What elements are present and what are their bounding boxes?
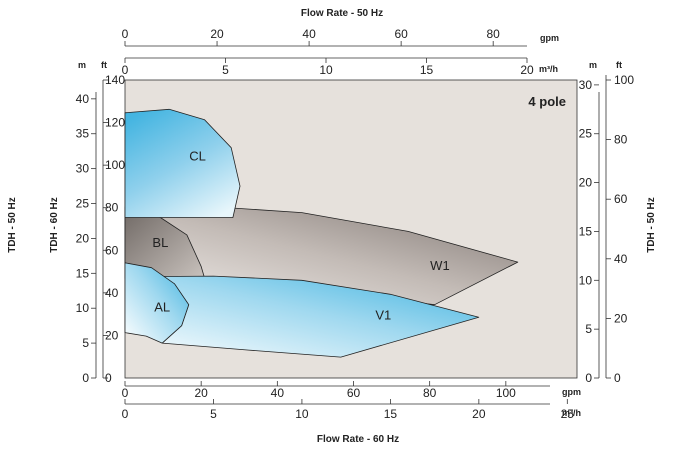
left-m-tick-label: 15 [76, 266, 90, 280]
bottom-m3h-tick-label: 0 [122, 407, 129, 421]
left-ft-tick-label: 40 [105, 286, 119, 300]
bottom-m3h-tick-label: 15 [384, 407, 398, 421]
right-m-tick-label: 25 [579, 127, 593, 141]
left-ft-tick-label: 60 [105, 243, 119, 257]
bottom-gpm-tick-label: 100 [496, 386, 516, 400]
right-m-tick-label: 15 [579, 224, 593, 238]
right-m-tick-label: 5 [585, 322, 592, 336]
left-m-tick-label: 30 [76, 162, 90, 176]
series-label-v1: V1 [375, 307, 391, 322]
bottom-m3h-tick-label: 25 [561, 407, 575, 421]
right-m-unit: m [589, 60, 597, 70]
left-axis-title-inner: TDH - 60 Hz [49, 197, 60, 253]
left-m-tick-label: 0 [82, 371, 89, 385]
right-ft-tick-label: 80 [614, 133, 628, 147]
top-gpm-unit: gpm [540, 33, 559, 43]
right-m-tick-label: 10 [579, 273, 593, 287]
top-gpm-tick-label: 40 [302, 27, 316, 41]
right-ft-tick-label: 100 [614, 73, 634, 87]
series-label-al: AL [154, 300, 170, 315]
left-ft-unit: ft [101, 60, 107, 70]
top-gpm-tick-label: 20 [210, 27, 224, 41]
series-label-bl: BL [152, 235, 168, 250]
right-ft-unit: ft [616, 60, 622, 70]
right-m-tick-label: 30 [579, 78, 593, 92]
left-ft-tick-label: 20 [105, 328, 119, 342]
left-m-tick-label: 10 [76, 301, 90, 315]
right-m-tick-label: 0 [585, 371, 592, 385]
right-axis-title: TDH - 50 Hz [646, 197, 657, 253]
bottom-gpm-tick-label: 60 [347, 386, 361, 400]
series-label-w1: W1 [430, 258, 450, 273]
left-ft-tick-label: 100 [105, 158, 125, 172]
top-gpm-tick-label: 0 [122, 27, 129, 41]
bottom-gpm-unit: gpm [562, 387, 581, 397]
top-axis-title: Flow Rate - 50 Hz [301, 8, 383, 19]
bottom-m3h-unit: m³/h [562, 408, 581, 418]
bottom-gpm-tick-label: 40 [271, 386, 285, 400]
series-area-al [124, 262, 190, 344]
left-m-tick-label: 35 [76, 127, 90, 141]
series-label-cl: CL [189, 148, 206, 163]
bottom-gpm-tick-label: 0 [122, 386, 129, 400]
bottom-m3h-tick-label: 5 [210, 407, 217, 421]
left-ft-tick-label: 80 [105, 201, 119, 215]
left-ft-tick-label: 140 [105, 73, 125, 87]
bottom-gpm-tick-label: 20 [194, 386, 208, 400]
top-m3h-tick-label: 0 [122, 63, 129, 77]
bottom-m3h-tick-label: 20 [472, 407, 486, 421]
right-ft-tick-label: 40 [614, 252, 628, 266]
top-gpm-tick-label: 80 [487, 27, 501, 41]
right-ft-tick-label: 60 [614, 192, 628, 206]
top-m3h-tick-label: 15 [420, 63, 434, 77]
top-m3h-tick-label: 5 [222, 63, 229, 77]
left-m-tick-label: 5 [82, 336, 89, 350]
left-ft-tick-label: 120 [105, 116, 125, 130]
series-area-cl [124, 108, 241, 218]
left-m-tick-label: 25 [76, 197, 90, 211]
bottom-axis-title: Flow Rate - 60 Hz [317, 434, 399, 445]
pole-annotation: 4 pole [528, 94, 566, 109]
bottom-gpm-tick-label: 80 [423, 386, 437, 400]
left-m-tick-label: 40 [76, 92, 90, 106]
left-m-unit: m [78, 60, 86, 70]
left-m-tick-label: 20 [76, 231, 90, 245]
left-axis-title-outer: TDH - 50 Hz [7, 197, 18, 253]
left-ft-tick-label: 0 [105, 371, 112, 385]
top-m3h-tick-label: 10 [319, 63, 333, 77]
top-gpm-tick-label: 60 [394, 27, 408, 41]
top-m3h-unit: m³/h [539, 64, 558, 74]
right-ft-tick-label: 0 [614, 371, 621, 385]
top-m3h-tick-label: 20 [520, 63, 534, 77]
right-ft-tick-label: 20 [614, 311, 628, 325]
right-m-tick-label: 20 [579, 176, 593, 190]
bottom-m3h-tick-label: 10 [295, 407, 309, 421]
